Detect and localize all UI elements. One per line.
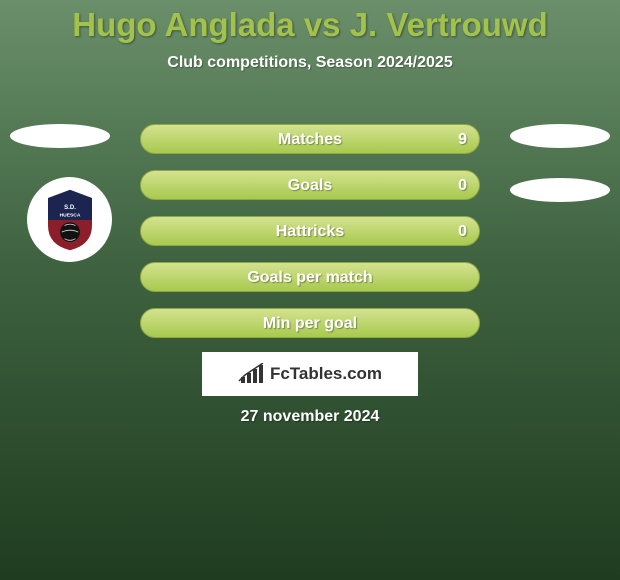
- footer-attribution: FcTables.com: [202, 352, 418, 396]
- stat-bar-label: Goals: [288, 177, 332, 194]
- stat-bar-goals-per-match: Goals per match: [140, 262, 480, 292]
- subtitle: Club competitions, Season 2024/2025: [0, 54, 620, 72]
- stat-bar-matches: Matches 9: [140, 124, 480, 154]
- stat-bar-hattricks: Hattricks 0: [140, 216, 480, 246]
- player-photo-left-placeholder: [10, 124, 110, 148]
- stat-bar-value: 9: [458, 125, 467, 155]
- stat-bars: Matches 9 Goals 0 Hattricks 0 Goals per match M…: [140, 124, 480, 354]
- stat-bar-value: 0: [458, 171, 467, 201]
- stat-bar-min-per-goal: Min per goal: [140, 308, 480, 338]
- player-photo-right-placeholder-1: [510, 124, 610, 148]
- stat-bar-label: Min per goal: [263, 315, 357, 332]
- club-badge-left: S.D. HUESCA: [27, 177, 112, 262]
- bar-chart-icon: [238, 363, 264, 385]
- stat-bar-label: Matches: [278, 131, 342, 148]
- stat-bar-value: 0: [458, 217, 467, 247]
- stat-bar-label: Hattricks: [276, 223, 344, 240]
- date-text: 27 november 2024: [0, 408, 620, 426]
- footer-brand-text: FcTables.com: [270, 364, 382, 384]
- huesca-shield-icon: S.D. HUESCA: [37, 187, 103, 253]
- svg-text:S.D.: S.D.: [64, 205, 76, 211]
- svg-text:HUESCA: HUESCA: [59, 212, 80, 218]
- stat-bar-label: Goals per match: [247, 269, 372, 286]
- page-title: Hugo Anglada vs J. Vertrouwd: [0, 0, 620, 44]
- player-photo-right-placeholder-2: [510, 178, 610, 202]
- stat-bar-goals: Goals 0: [140, 170, 480, 200]
